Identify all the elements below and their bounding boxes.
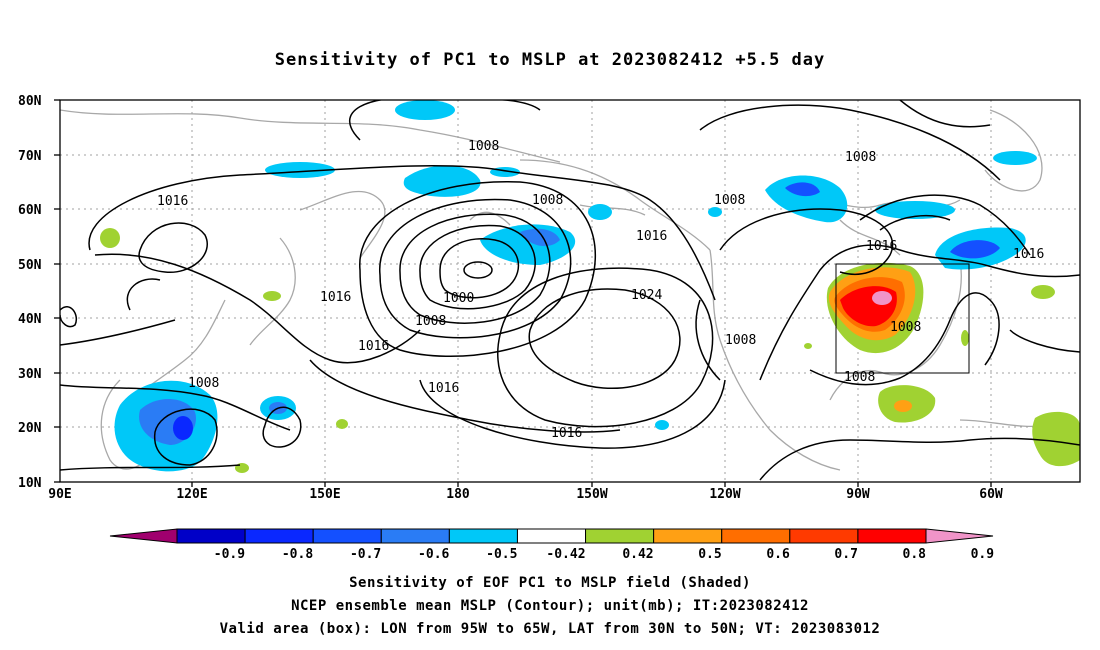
colorbar-swatch <box>516 528 587 544</box>
neg-region <box>875 201 955 219</box>
colorbar-swatch <box>653 528 723 544</box>
lat-label: 60N <box>18 203 42 218</box>
colorbar-left-triangle <box>109 528 178 544</box>
colorbar-swatch <box>585 528 655 544</box>
lon-label: 60W <box>979 487 1003 502</box>
colorbar-swatch <box>312 528 382 544</box>
contour-label: 1016 <box>358 339 389 354</box>
colorbar-tick-label: 0.5 <box>698 547 721 562</box>
lat-label: 20N <box>18 421 42 436</box>
colorbar-tick-label: 0.7 <box>834 547 857 562</box>
neg-region <box>403 165 481 197</box>
pos-region <box>336 419 348 429</box>
lat-label: 10N <box>18 476 42 491</box>
contour-label: 1024 <box>631 288 662 303</box>
contour-label: 1008 <box>415 314 446 329</box>
contour-label: 1016 <box>157 194 188 209</box>
contour-label: 1016 <box>636 229 667 244</box>
contour-label: 1000 <box>443 291 474 306</box>
lon-label: 90W <box>846 487 870 502</box>
lon-label: 180 <box>446 487 470 502</box>
lon-label: 150E <box>309 487 340 502</box>
colorbar-swatch <box>789 528 859 544</box>
contour-label: 1016 <box>428 381 459 396</box>
contour-label: 1016 <box>551 426 582 441</box>
lon-label: 90E <box>48 487 71 502</box>
caption-line-3: Valid area (box): LON from 95W to 65W, L… <box>219 621 881 637</box>
pos-region <box>961 330 969 346</box>
contour-label: 1008 <box>845 150 876 165</box>
colorbar-tick-label: 0.8 <box>903 547 927 562</box>
pos-region <box>804 343 812 349</box>
neg-region <box>173 416 193 440</box>
lon-label: 120E <box>176 487 207 502</box>
valid-area-box <box>835 263 970 374</box>
contour-label: 1016 <box>320 290 351 305</box>
neg-region <box>655 420 669 430</box>
colorbar-tick-label: 0.9 <box>971 547 994 562</box>
contour-label: 1008 <box>725 333 756 348</box>
contour-label: 1008 <box>844 370 875 385</box>
lat-label: 80N <box>18 94 42 109</box>
neg-region <box>950 240 1000 259</box>
lat-label: 70N <box>18 149 42 164</box>
contour-label: 1008 <box>714 193 745 208</box>
contour-label: 1008 <box>188 376 219 391</box>
neg-region <box>265 162 335 178</box>
colorbar-swatch <box>857 528 927 544</box>
mslp-contours <box>60 100 1080 481</box>
colorbar-tick-label: -0.5 <box>486 547 517 562</box>
neg-region <box>765 175 848 223</box>
colorbar-swatch <box>380 528 450 544</box>
colorbar-tick-label: 0.42 <box>622 547 653 562</box>
neg-region <box>785 182 820 197</box>
caption-line-1: Sensitivity of EOF PC1 to MSLP field (Sh… <box>349 575 751 591</box>
lon-axis: 90E 120E 150E 180 150W 120W 90W 60W <box>48 482 1003 502</box>
colorbar-tick-label: -0.9 <box>214 547 245 562</box>
colorbar-tick-label: -0.7 <box>350 547 381 562</box>
neg-region <box>993 151 1037 165</box>
neg-region <box>395 100 455 120</box>
colorbar-swatch <box>244 528 314 544</box>
colorbar-swatch <box>721 528 791 544</box>
neg-region <box>708 207 722 217</box>
lon-label: 120W <box>709 487 740 502</box>
chart-title: Sensitivity of PC1 to MSLP at 2023082412… <box>274 50 826 70</box>
pos-region <box>872 291 892 305</box>
pos-region <box>894 400 912 412</box>
lon-label: 150W <box>576 487 607 502</box>
lat-label: 40N <box>18 312 42 327</box>
caption-line-2: NCEP ensemble mean MSLP (Contour); unit(… <box>291 598 809 614</box>
colorbar-tick-label: -0.6 <box>418 547 449 562</box>
colorbar-tick-label: -0.42 <box>546 547 585 562</box>
map-frame <box>59 99 1081 483</box>
contour-label: 1008 <box>532 193 563 208</box>
colorbar-swatch <box>448 528 518 544</box>
pos-region <box>1031 285 1055 299</box>
neg-region <box>588 204 612 220</box>
colorbar-right-triangle <box>925 528 994 544</box>
contour-label: 1016 <box>866 239 897 254</box>
contour-label: 1016 <box>1013 247 1044 262</box>
contour-label: 1008 <box>890 320 921 335</box>
pos-region <box>1032 411 1080 467</box>
colorbar: -0.9 -0.8 -0.7 -0.6 -0.5 -0.42 0.42 0.5 0.6 0.7 0.… <box>109 528 994 562</box>
lat-axis: 80N 70N 60N 50N 40N 30N 20N 10N <box>18 94 60 491</box>
pos-region <box>263 291 281 301</box>
lat-label: 50N <box>18 258 42 273</box>
colorbar-tick-label: 0.6 <box>766 547 790 562</box>
contour-label: 1008 <box>468 139 499 154</box>
pos-region <box>100 228 120 248</box>
lat-label: 30N <box>18 367 42 382</box>
colorbar-tick-label: -0.8 <box>282 547 313 562</box>
sensitivity-shading <box>100 100 1080 473</box>
colorbar-swatch <box>176 528 246 544</box>
neg-region <box>520 228 560 247</box>
contour-labels: 1008 1016 1008 1016 1000 1008 1016 1016 … <box>157 139 1044 441</box>
